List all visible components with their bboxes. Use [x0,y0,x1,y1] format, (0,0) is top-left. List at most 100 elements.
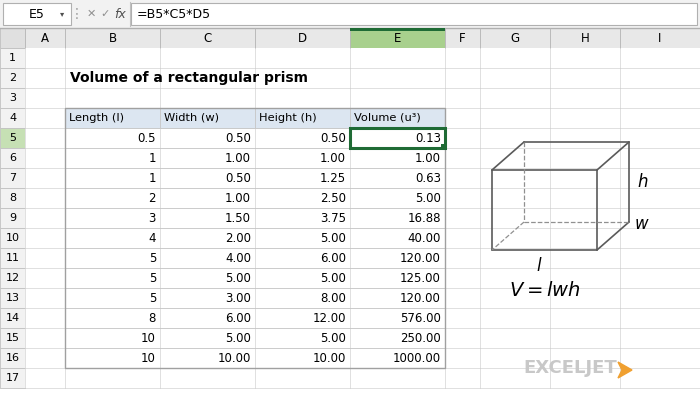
Text: 1.00: 1.00 [225,192,251,204]
Bar [0,188,25,208]
Text: 8: 8 [9,193,16,203]
Text: 125.00: 125.00 [400,272,441,284]
Bar [445,28,480,48]
Text: 1.00: 1.00 [225,152,251,164]
Bar [0,28,700,48]
Bar [350,28,445,48]
Bar [65,108,445,368]
Text: 2: 2 [148,192,156,204]
Bar [25,248,700,268]
Text: 5.00: 5.00 [320,232,346,244]
Text: 1: 1 [148,172,156,184]
Text: Width (w): Width (w) [164,113,219,123]
Text: C: C [204,32,211,44]
Bar [0,348,25,368]
Bar [255,28,350,48]
Text: 1.25: 1.25 [320,172,346,184]
Bar [0,108,25,128]
Bar [25,88,700,108]
Text: $l$: $l$ [536,257,542,275]
Text: 0.13: 0.13 [415,132,441,144]
Text: Volume of a rectangular prism: Volume of a rectangular prism [70,71,308,85]
Bar [0,288,25,308]
Text: E: E [394,32,401,44]
Bar [620,28,700,48]
Text: 8.00: 8.00 [320,292,346,304]
Bar [0,28,25,48]
Text: fx: fx [114,8,126,20]
Text: 1000.00: 1000.00 [393,352,441,364]
Text: 10.00: 10.00 [313,352,346,364]
Bar [0,368,25,388]
Text: $w$: $w$ [634,215,650,233]
Bar [160,28,255,48]
Text: 3.00: 3.00 [225,292,251,304]
Text: 1.50: 1.50 [225,212,251,224]
Text: 15: 15 [6,333,20,343]
Text: 0.50: 0.50 [225,132,251,144]
Text: ✕: ✕ [86,9,96,19]
Bar [3,3,71,25]
Bar [0,228,25,248]
Text: 0.50: 0.50 [320,132,346,144]
Bar [25,68,700,88]
Text: 2.50: 2.50 [320,192,346,204]
Bar [25,108,700,128]
Text: H: H [580,32,589,44]
Text: 5.00: 5.00 [225,272,251,284]
Text: Volume (u³): Volume (u³) [354,113,421,123]
Text: 8: 8 [148,312,156,324]
Text: 5: 5 [148,292,156,304]
Bar [0,88,25,108]
Bar [25,308,700,328]
Text: 6.00: 6.00 [320,252,346,264]
Bar [0,0,700,28]
Text: 1: 1 [9,53,16,63]
Text: 11: 11 [6,253,20,263]
Text: Height (h): Height (h) [259,113,316,123]
Text: 3: 3 [9,93,16,103]
Bar [160,108,255,128]
Text: ✓: ✓ [100,9,110,19]
Text: 250.00: 250.00 [400,332,441,344]
Text: I: I [658,32,662,44]
Bar [0,68,25,88]
Text: 5.00: 5.00 [320,272,346,284]
Text: A: A [41,32,49,44]
Bar [0,48,25,68]
Bar [25,168,700,188]
Text: 1: 1 [148,152,156,164]
Text: D: D [298,32,307,44]
Bar [25,128,700,148]
Bar [550,28,620,48]
Text: 5.00: 5.00 [415,192,441,204]
Text: 120.00: 120.00 [400,292,441,304]
Text: 10: 10 [6,233,20,243]
Bar [0,148,25,168]
Text: 0.63: 0.63 [415,172,441,184]
Polygon shape [618,362,632,378]
Bar [0,328,25,348]
Text: 1.00: 1.00 [320,152,346,164]
Text: E5: E5 [29,8,45,20]
Bar [25,348,700,368]
Text: 12.00: 12.00 [312,312,346,324]
Bar [25,368,700,388]
Bar [350,128,445,148]
Text: 5: 5 [148,252,156,264]
Bar [65,28,160,48]
Bar [25,148,700,168]
Text: 16.88: 16.88 [407,212,441,224]
Text: $h$: $h$ [637,173,648,191]
Text: 3.75: 3.75 [320,212,346,224]
Text: F: F [459,32,466,44]
Bar [0,168,25,188]
Bar [25,188,700,208]
Text: G: G [510,32,519,44]
Text: 5: 5 [148,272,156,284]
Text: 0.50: 0.50 [225,172,251,184]
Text: 6.00: 6.00 [225,312,251,324]
Bar [25,228,700,248]
Bar [0,248,25,268]
Bar [350,28,445,31]
